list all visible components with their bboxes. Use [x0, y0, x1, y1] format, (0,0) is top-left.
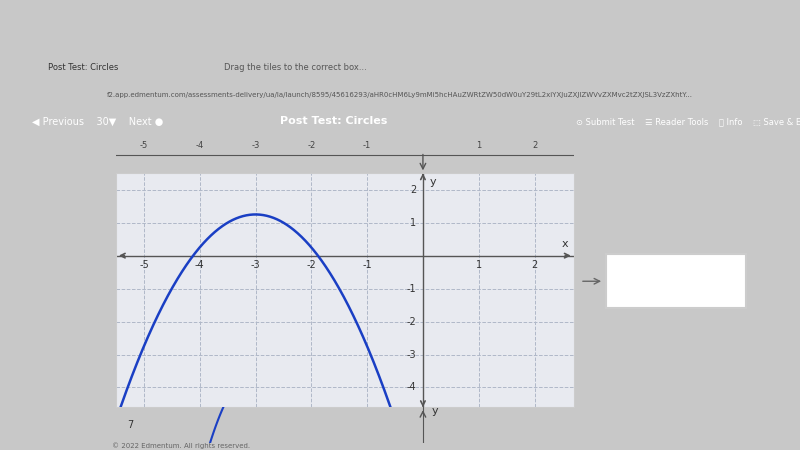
- Text: © 2022 Edmentum. All rights reserved.: © 2022 Edmentum. All rights reserved.: [112, 442, 250, 449]
- Text: 1: 1: [476, 260, 482, 270]
- Text: ⊙ Submit Test    ☰ Reader Tools    ⓘ Info    ⬚ Save & Exit: ⊙ Submit Test ☰ Reader Tools ⓘ Info ⬚ Sa…: [576, 117, 800, 126]
- Text: -2: -2: [306, 260, 316, 270]
- Text: 2: 2: [532, 141, 537, 150]
- Text: Post Test: Circles: Post Test: Circles: [280, 117, 387, 126]
- Text: -5: -5: [139, 260, 149, 270]
- Text: Drag the tiles to the correct box...: Drag the tiles to the correct box...: [224, 63, 366, 72]
- Text: 2: 2: [531, 260, 538, 270]
- Text: -5: -5: [140, 141, 148, 150]
- Text: 2: 2: [410, 185, 416, 195]
- Text: -1: -1: [406, 284, 416, 293]
- Text: -3: -3: [406, 350, 416, 360]
- Text: -3: -3: [250, 260, 260, 270]
- Text: -1: -1: [363, 141, 371, 150]
- Text: -4: -4: [195, 141, 204, 150]
- Text: 7: 7: [127, 420, 134, 430]
- Text: 1: 1: [476, 141, 482, 150]
- Text: -3: -3: [251, 141, 260, 150]
- Text: y: y: [431, 406, 438, 416]
- Text: -4: -4: [406, 382, 416, 392]
- Text: -1: -1: [362, 260, 372, 270]
- Text: Post Test: Circles: Post Test: Circles: [48, 63, 118, 72]
- Text: f2.app.edmentum.com/assessments-delivery/ua/la/launch/8595/45616293/aHR0cHM6Ly9m: f2.app.edmentum.com/assessments-delivery…: [107, 91, 693, 98]
- Text: x: x: [562, 239, 568, 249]
- Text: y: y: [430, 176, 436, 187]
- Text: -2: -2: [406, 316, 416, 327]
- Text: ◀ Previous    30▼    Next ●: ◀ Previous 30▼ Next ●: [32, 117, 163, 126]
- Text: -2: -2: [307, 141, 315, 150]
- Text: -4: -4: [195, 260, 205, 270]
- Text: 1: 1: [410, 218, 416, 228]
